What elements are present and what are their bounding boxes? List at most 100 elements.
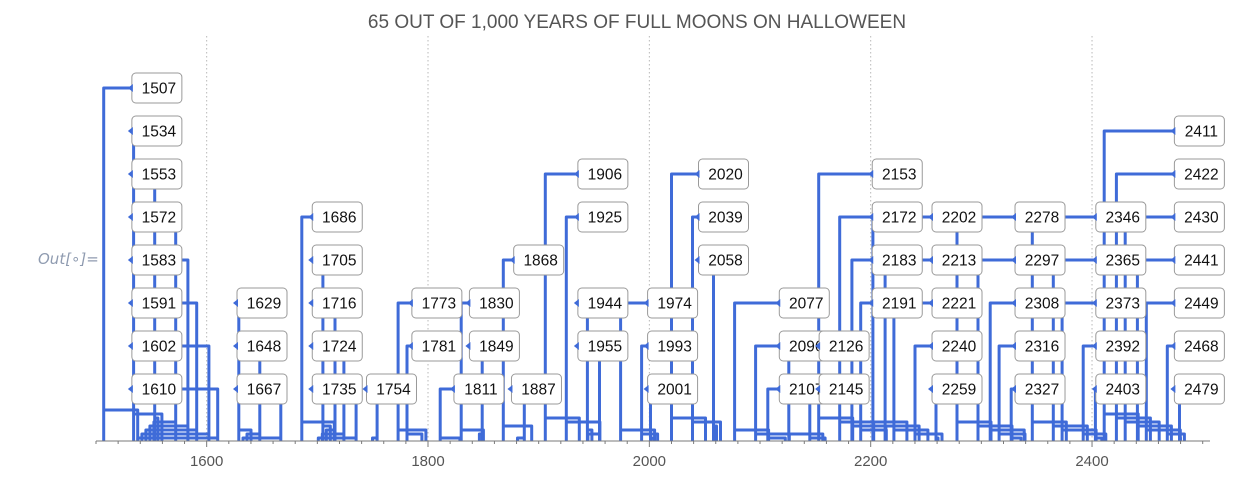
- year-label-2020: 2020: [694, 158, 749, 190]
- year-label-1553: 1553: [127, 158, 183, 190]
- year-pointer-2297: [1011, 256, 1017, 264]
- year-text-2096: 2096: [789, 339, 823, 356]
- year-text-2145: 2145: [829, 382, 863, 399]
- year-label-1830: 1830: [465, 287, 520, 319]
- chart-title: 65 OUT OF 1,000 YEARS OF FULL MOONS ON H…: [368, 12, 906, 33]
- stem-tail-1667: [241, 436, 281, 441]
- year-label-2202: 2202: [928, 201, 983, 233]
- stem-tail-1944: [587, 428, 594, 441]
- stem-1925: [564, 215, 576, 441]
- year-label-1724: 1724: [308, 330, 363, 362]
- year-label-2183: 2183: [868, 244, 923, 276]
- year-text-1724: 1724: [322, 339, 357, 356]
- year-label-1583: 1583: [127, 244, 183, 276]
- year-pointer-1781: [407, 342, 413, 350]
- year-text-2430: 2430: [1184, 210, 1219, 227]
- year-text-2373: 2373: [1106, 296, 1140, 313]
- year-label-2001: 2001: [643, 373, 699, 405]
- stem-tail-1534: [133, 412, 164, 441]
- year-text-1955: 1955: [588, 339, 622, 356]
- year-label-1754: 1754: [362, 373, 417, 405]
- year-pointer-1925: [573, 213, 579, 221]
- year-pointer-1906: [573, 170, 579, 178]
- x-tick-label-1600: 1600: [190, 453, 223, 470]
- stem-tail-1781: [407, 432, 424, 441]
- year-pointer-2020: [694, 170, 700, 178]
- year-label-1868: 1868: [509, 244, 565, 276]
- year-pointer-2107: [775, 385, 781, 393]
- year-label-2240: 2240: [928, 330, 983, 362]
- x-axis: 1600 1800 2000 2200 2400: [95, 440, 1210, 470]
- stem-2107: [766, 387, 778, 441]
- stem-tail-2058: [713, 424, 718, 441]
- year-label-2468: 2468: [1170, 330, 1225, 362]
- stem-tail-2221: [893, 428, 930, 441]
- year-pointer-2441: [1170, 256, 1176, 264]
- year-label-1955: 1955: [573, 330, 629, 362]
- stem-2172: [838, 215, 871, 441]
- year-label-2191: 2191: [868, 287, 923, 319]
- stem-tail-1754: [371, 436, 378, 441]
- year-text-1781: 1781: [422, 339, 456, 356]
- year-labels: 1507 1534 1553 1572 1583 1591 1602 1610 1629 1648…: [127, 72, 1225, 405]
- stem-1944: [575, 301, 589, 441]
- year-pointer-2468: [1170, 342, 1176, 350]
- year-text-1534: 1534: [142, 124, 177, 141]
- year-pointer-2183: [868, 256, 874, 264]
- year-text-2202: 2202: [942, 210, 976, 227]
- year-label-1602: 1602: [127, 330, 183, 362]
- year-label-2392: 2392: [1091, 330, 1147, 362]
- stem-tail-1906: [545, 416, 581, 441]
- year-pointer-2058: [694, 256, 700, 264]
- year-text-1629: 1629: [247, 296, 281, 313]
- year-pointer-2430: [1170, 213, 1176, 221]
- year-label-1716: 1716: [308, 287, 363, 319]
- stem-tail-1925: [566, 420, 602, 441]
- year-label-2365: 2365: [1091, 244, 1147, 276]
- year-text-1572: 1572: [142, 210, 176, 227]
- stem-2221: [892, 301, 930, 441]
- year-label-2403: 2403: [1091, 373, 1147, 405]
- year-text-1974: 1974: [657, 296, 692, 313]
- year-label-1773: 1773: [407, 287, 463, 319]
- stem-tail-1849: [477, 432, 483, 441]
- year-pointer-2449: [1170, 299, 1176, 307]
- stem-2077: [733, 301, 778, 441]
- year-label-1591: 1591: [127, 287, 183, 319]
- year-label-2278: 2278: [1011, 201, 1066, 233]
- year-pointer-1583: [127, 256, 133, 264]
- stem-tail-1583: [148, 424, 188, 441]
- stem-2308: [988, 301, 1013, 441]
- stem-tail-1507: [103, 408, 140, 441]
- year-pointer-1887: [507, 385, 513, 393]
- year-pointer-1830: [465, 299, 471, 307]
- year-pointer-1686: [308, 213, 314, 221]
- year-label-1686: 1686: [308, 201, 363, 233]
- year-text-1925: 1925: [588, 210, 622, 227]
- year-text-2449: 2449: [1184, 296, 1218, 313]
- stem-2240: [913, 344, 930, 441]
- stem-2392: [1081, 344, 1094, 441]
- year-label-2126: 2126: [815, 330, 870, 362]
- year-label-1974: 1974: [643, 287, 699, 319]
- year-pointer-2240: [928, 342, 934, 350]
- year-pointer-1572: [127, 213, 133, 221]
- year-pointer-2039: [694, 213, 700, 221]
- stem-1993: [640, 344, 646, 441]
- year-pointer-2411: [1170, 127, 1176, 135]
- year-pointer-1629: [233, 299, 239, 307]
- year-pointer-2145: [815, 385, 821, 393]
- stem-1686: [300, 215, 311, 441]
- year-text-1830: 1830: [479, 296, 514, 313]
- stem-2403: [1093, 387, 1097, 441]
- year-pointer-1507: [127, 84, 133, 92]
- stem-tail-2468: [1167, 432, 1186, 441]
- year-label-2422: 2422: [1170, 158, 1225, 190]
- stem-2316: [997, 344, 1013, 441]
- stem-tail-1887: [516, 436, 525, 441]
- stem-tail-1610: [136, 436, 218, 441]
- stem-1906: [543, 172, 576, 441]
- year-label-1648: 1648: [233, 330, 288, 362]
- year-text-2191: 2191: [882, 296, 916, 313]
- year-label-2373: 2373: [1091, 287, 1147, 319]
